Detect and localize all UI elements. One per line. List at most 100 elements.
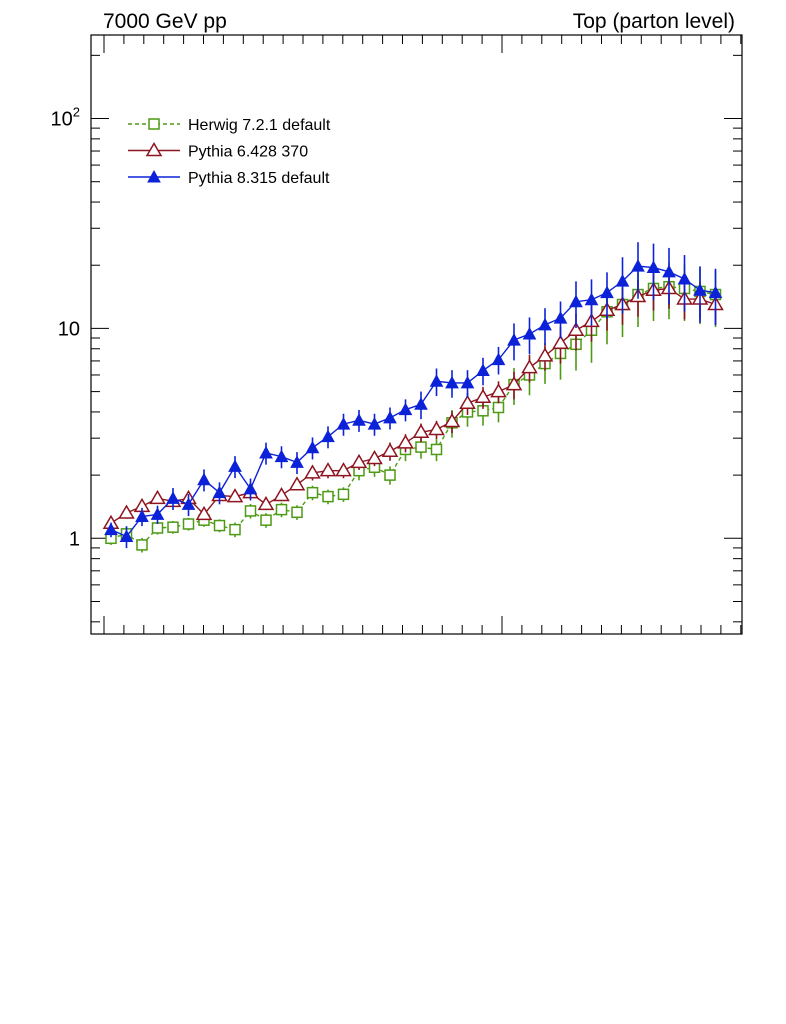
data-point [195,505,213,521]
data-point [352,413,366,426]
data-point [567,321,585,337]
data-point [552,334,569,349]
data-point [584,292,599,306]
data-point [412,423,430,439]
legend-label: Herwig 7.2.1 default [188,117,331,134]
data-point [445,375,459,389]
data-point [415,441,427,453]
header-right-label: Top (parton level) [573,10,735,33]
header-left-label: 7000 GeV pp [103,10,227,33]
data-point [288,476,306,491]
data-point [226,488,244,503]
data-point [383,410,397,424]
data-point [476,363,490,377]
data-point [569,294,583,308]
data-point [150,507,165,520]
data-point [304,464,321,479]
data-point [212,485,227,499]
data-point [166,491,180,504]
data-point [384,469,396,481]
data-point [459,394,476,409]
legend: Herwig 7.2.1 default Pythia 6.428 370 Pyth… [128,117,331,187]
data-point [430,443,443,456]
data-point [631,259,645,272]
data-point [381,442,399,457]
data-point [538,317,552,331]
data-point [274,449,289,463]
data-point [229,523,241,536]
data-point [397,434,414,449]
legend-marker [145,142,163,157]
data-point [505,376,523,391]
data-point [522,327,537,340]
series-3 [104,242,723,549]
data-point [306,486,319,499]
data-point [260,514,272,526]
y-tick-label: 1 [69,528,80,550]
data-point [350,453,368,469]
data-point [693,283,707,296]
legend-marker [148,118,160,130]
series-line [110,265,716,538]
data-point [677,271,692,285]
data-point [321,429,335,443]
data-point [491,352,506,366]
data-point [708,285,723,299]
series-layer [102,242,724,553]
data-point [257,495,275,511]
data-point [291,506,303,519]
data-point [443,413,461,428]
data-point [104,522,118,536]
data-point [149,489,166,505]
data-point [662,264,676,278]
data-point [536,347,554,362]
data-point [182,518,195,530]
data-point [213,519,226,532]
data-point [197,472,211,486]
plot-frame [90,34,743,635]
series-line [110,287,716,524]
data-point [646,260,661,274]
data-point [429,374,444,387]
data-point [367,417,382,430]
data-point [336,417,351,430]
data-point [615,274,630,287]
data-point [181,497,196,510]
data-point [398,402,413,416]
data-point [259,445,273,459]
data-point [136,539,148,551]
data-point [490,383,507,398]
y-tick-label: 102 [51,105,80,131]
data-point [290,455,304,468]
data-point [305,440,320,454]
data-point [322,490,334,503]
data-point [135,509,149,523]
data-point [118,504,135,519]
data-point [243,481,258,495]
axes-layer: 1 10 102 [51,35,742,634]
data-point [414,397,428,410]
data-point [474,388,492,403]
data-point [337,488,350,501]
data-point [460,375,475,389]
data-point [492,401,505,414]
data-point [228,459,242,472]
data-point [600,285,614,299]
legend-label: Pythia 6.428 370 [188,144,308,161]
data-point [428,420,445,436]
data-point [521,359,538,374]
data-point [119,529,134,542]
data-point [553,311,568,324]
series-line [110,286,716,546]
data-point [275,503,288,516]
data-point [507,333,521,346]
data-point [335,462,352,477]
data-point [244,505,257,517]
legend-label: Pythia 8.315 default [188,170,330,187]
data-point [273,486,290,502]
data-point [366,450,383,465]
data-point [167,521,179,533]
data-point [319,462,337,477]
data-point [151,522,164,534]
